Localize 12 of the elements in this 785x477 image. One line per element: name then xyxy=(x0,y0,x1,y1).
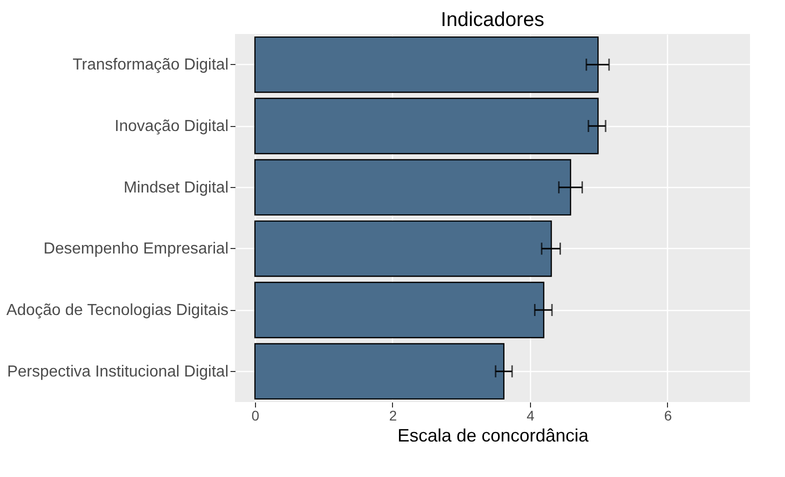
y-tick-label: Perspectiva Institucional Digital xyxy=(7,363,228,380)
x-tick-label: 4 xyxy=(526,408,535,424)
chart-title: Indicadores xyxy=(440,9,544,31)
x-axis-title: Escala de concordância xyxy=(397,426,590,446)
y-tick-label: Adoção de Tecnologias Digitais xyxy=(6,302,228,319)
x-tick-label: 2 xyxy=(389,408,398,424)
x-tick-label: 6 xyxy=(664,408,672,424)
x-tick-label: 0 xyxy=(252,408,260,424)
y-tick-label: Desempenho Empresarial xyxy=(44,240,228,258)
y-tick-label: Mindset Digital xyxy=(124,179,228,196)
y-tick-label: Inovação Digital xyxy=(114,118,228,135)
y-tick-label: Transformação Digital xyxy=(72,56,228,74)
